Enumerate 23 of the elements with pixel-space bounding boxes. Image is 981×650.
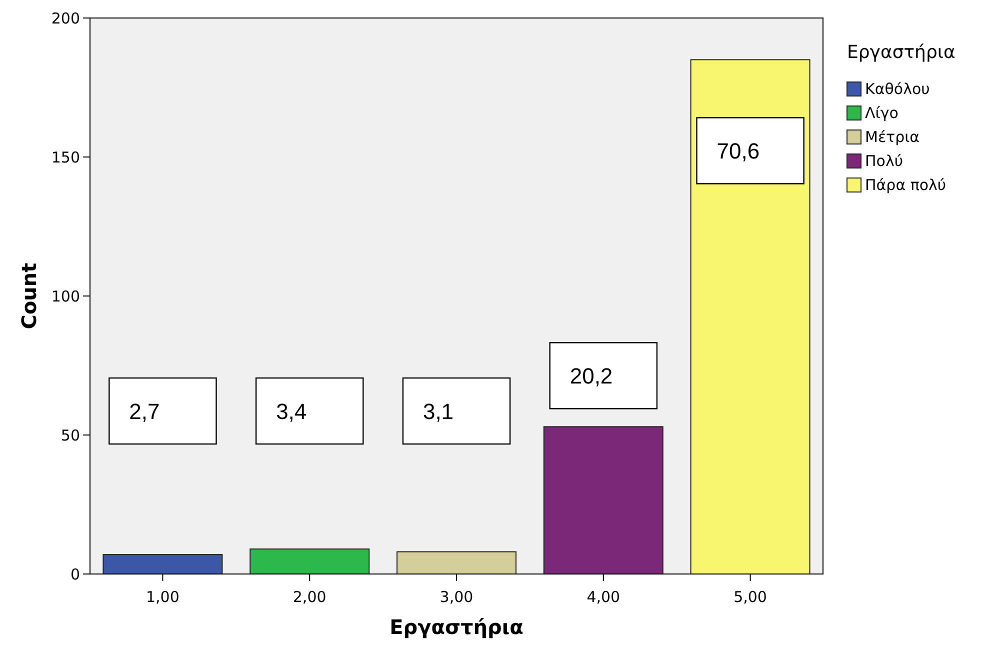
legend-label: Πολύ — [865, 152, 904, 170]
legend-title: Εργαστήρια — [847, 42, 956, 63]
legend-label: Πάρα πολύ — [865, 176, 946, 194]
y-tick-label: 50 — [60, 426, 80, 444]
y-tick-label: 150 — [51, 148, 80, 166]
legend-label: Μέτρια — [865, 128, 920, 146]
x-tick-label: 1,00 — [146, 588, 180, 606]
legend-label: Καθόλου — [865, 80, 930, 98]
x-axis-title: Εργαστήρια — [390, 615, 524, 639]
annotation: 20,2 — [570, 364, 613, 389]
x-tick-label: 2,00 — [292, 588, 326, 606]
x-tick-label: 4,00 — [586, 588, 620, 606]
y-tick-label: 100 — [51, 287, 80, 306]
annotation: 70,6 — [716, 138, 760, 164]
legend-label: Λίγο — [865, 104, 898, 122]
x-tick-label: 3,00 — [440, 588, 474, 606]
annotation: 3,1 — [422, 399, 454, 424]
y-tick-label: 200 — [51, 9, 80, 28]
y-axis-title: Count — [17, 262, 41, 330]
y-tick-label: 0 — [70, 565, 80, 584]
x-tick-label: 5,00 — [734, 588, 767, 606]
annotation: 3,4 — [276, 399, 307, 424]
annotation: 2,7 — [129, 399, 160, 424]
